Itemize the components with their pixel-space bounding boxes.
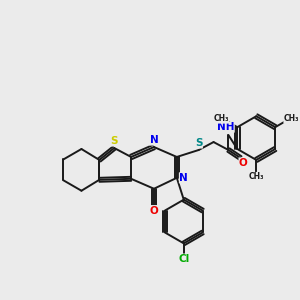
Text: CH₃: CH₃ bbox=[248, 172, 264, 181]
Text: O: O bbox=[239, 158, 248, 168]
Text: CH₃: CH₃ bbox=[284, 114, 299, 123]
Text: Cl: Cl bbox=[178, 254, 189, 264]
Text: S: S bbox=[110, 136, 118, 146]
Text: N: N bbox=[179, 173, 188, 183]
Text: O: O bbox=[150, 206, 158, 216]
Text: NH: NH bbox=[217, 122, 234, 132]
Text: N: N bbox=[150, 135, 158, 145]
Text: CH₃: CH₃ bbox=[213, 114, 229, 123]
Text: S: S bbox=[195, 138, 202, 148]
